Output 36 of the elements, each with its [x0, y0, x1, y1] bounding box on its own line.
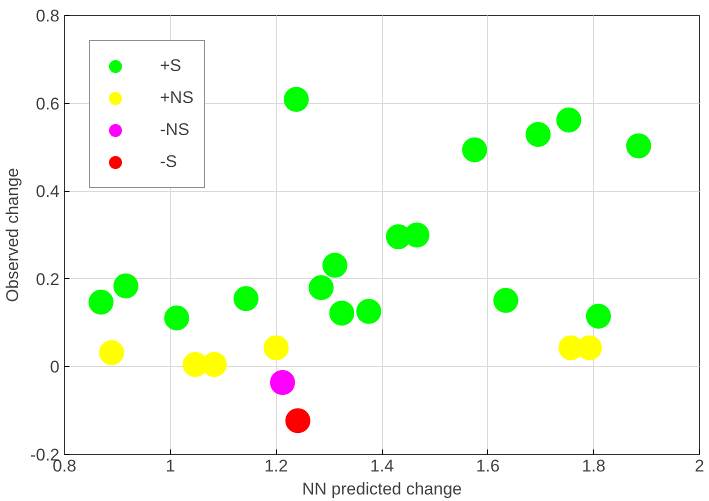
point: [264, 335, 289, 360]
y-axis-title: Observed change: [3, 168, 22, 302]
y-tick-label: 0.8: [36, 6, 60, 26]
point: [329, 300, 354, 326]
point: [284, 86, 309, 112]
point: [164, 305, 190, 330]
x-tick-label: 1: [166, 456, 176, 476]
point: [88, 290, 114, 315]
point: [586, 304, 611, 329]
y-tick-label: 0.6: [36, 94, 60, 114]
point: [99, 340, 124, 366]
x-tick-label: 2: [694, 456, 704, 476]
point: [462, 137, 488, 162]
legend-label: +NS: [160, 88, 194, 108]
x-tick-label: 1.2: [264, 456, 288, 476]
point: [270, 370, 296, 395]
y-tick-label: 0: [50, 358, 60, 377]
legend-label: +S: [160, 56, 182, 76]
point: [322, 252, 348, 278]
legend-label: -S: [160, 152, 178, 172]
x-tick-label: 1.6: [476, 456, 500, 476]
point: [526, 122, 551, 147]
x-axis-title: NN predicted change: [302, 480, 462, 498]
point: [556, 108, 582, 132]
legend-label: -NS: [160, 120, 190, 140]
y-tick-label: 0.2: [36, 270, 60, 289]
point: [356, 298, 382, 324]
point: [493, 288, 518, 313]
x-tick-label: 1.8: [582, 456, 606, 476]
point: [626, 133, 652, 158]
y-tick-label: 0.4: [36, 182, 60, 202]
point: [308, 275, 334, 300]
point: [113, 273, 138, 298]
x-tick-label: 1.4: [370, 456, 394, 476]
point: [234, 286, 259, 312]
point: [285, 408, 310, 434]
